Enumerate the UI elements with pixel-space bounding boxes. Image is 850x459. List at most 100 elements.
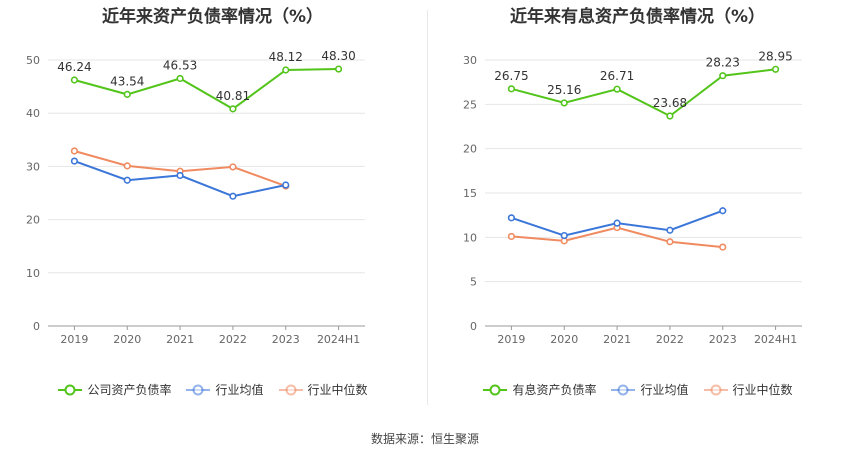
- data-point: [123, 90, 131, 98]
- legend-line-marker-icon: [703, 384, 728, 395]
- y-tick-label: 5: [470, 276, 477, 289]
- data-label: 28.95: [758, 49, 792, 63]
- y-tick-label: 20: [26, 214, 40, 227]
- legend-label: 行业中位数: [732, 383, 793, 397]
- data-point: [613, 85, 621, 93]
- legend-item[interactable]: 行业中位数: [278, 381, 368, 398]
- left-chart-plot: 0 10 20 30 40 50 2019 2020 2021 2022 2023 2024H1 46.…: [26, 49, 365, 346]
- legend-label: 行业均值: [215, 383, 264, 397]
- legend-line-marker-icon: [611, 384, 636, 395]
- legend-marker: [489, 384, 501, 395]
- data-point: [507, 232, 516, 241]
- data-point: [123, 176, 131, 184]
- data-label: 25.16: [547, 83, 581, 97]
- data-label: 40.81: [216, 89, 250, 103]
- y-tick-label: 0: [33, 320, 40, 333]
- data-point: [229, 192, 237, 200]
- data-point: [229, 105, 237, 113]
- x-tick-label: 2021: [166, 333, 194, 346]
- data-point: [282, 66, 290, 74]
- data-label: 43.54: [110, 74, 144, 88]
- legend-line-marker-icon: [483, 384, 508, 395]
- data-point: [229, 163, 237, 171]
- data-point: [666, 112, 674, 120]
- legend-line-marker-icon: [278, 384, 303, 395]
- right-chart-panel: 近年来有息资产负债率情况（%） 0 5 10 15 20 25 30 2019 2020 2021…: [425, 0, 850, 420]
- legend-item[interactable]: 行业中位数: [703, 381, 793, 398]
- data-point: [123, 162, 131, 170]
- legend-item[interactable]: 公司资产负债率: [57, 381, 171, 398]
- data-point: [719, 243, 727, 251]
- legend-line-marker-icon: [58, 384, 83, 395]
- legend-item[interactable]: 行业均值: [610, 381, 689, 398]
- right-chart-title: 近年来有息资产负债率情况（%）: [509, 7, 766, 27]
- y-tick-label: 50: [26, 54, 40, 67]
- y-tick-label: 10: [26, 267, 40, 280]
- data-point: [507, 214, 516, 222]
- y-tick-label: 25: [463, 98, 477, 111]
- series-line: [511, 68, 776, 118]
- data-point: [176, 74, 184, 83]
- data-point: [771, 65, 780, 73]
- right-chart-plot: 0 5 10 15 20 25 30 2019 2020 2021 2022 2023 2024H1 26…: [463, 49, 802, 346]
- y-tick-label: 30: [463, 54, 477, 67]
- data-point: [613, 219, 621, 227]
- x-tick-label: 2023: [272, 333, 300, 346]
- right-chart-legend: 有息资产负债率 行业均值 行业中位数: [425, 381, 850, 398]
- legend-line-marker-icon: [186, 384, 211, 395]
- x-tick-label: 2021: [603, 333, 631, 346]
- legend-marker: [192, 384, 204, 395]
- legend-label: 公司资产负债率: [87, 383, 172, 397]
- data-point: [719, 207, 727, 215]
- data-point: [719, 72, 727, 80]
- y-tick-label: 10: [463, 231, 477, 244]
- legend-item[interactable]: 有息资产负债率: [482, 381, 596, 398]
- legend-label: 行业均值: [640, 383, 689, 397]
- left-chart-panel: 近年来资产负债率情况（%） 0 10 20 30 40 50 2019 2020 2021 202…: [0, 0, 425, 420]
- data-label: 23.68: [653, 96, 687, 110]
- data-label: 48.30: [321, 49, 355, 63]
- x-tick-label: 2020: [550, 333, 578, 346]
- panel-divider: [427, 10, 428, 405]
- x-tick-label: 2020: [113, 333, 141, 346]
- legend-marker: [64, 384, 76, 395]
- data-label: 48.12: [269, 50, 303, 64]
- x-tick-label: 2022: [656, 333, 684, 346]
- data-label: 26.71: [600, 69, 634, 83]
- legend-marker: [285, 384, 296, 395]
- data-label: 46.24: [57, 60, 91, 74]
- data-point: [70, 76, 79, 84]
- x-tick-label: 2024H1: [754, 333, 797, 346]
- data-source-note: 数据来源：恒生聚源: [370, 432, 479, 446]
- x-tick-label: 2023: [709, 333, 737, 346]
- x-tick-label: 2024H1: [317, 333, 360, 346]
- x-tick-label: 2019: [497, 333, 525, 346]
- data-label: 28.23: [706, 56, 740, 70]
- legend-item[interactable]: 行业均值: [185, 381, 264, 398]
- y-tick-label: 40: [26, 107, 40, 120]
- data-point: [666, 226, 674, 234]
- legend-label: 有息资产负债率: [512, 383, 597, 397]
- left-chart-legend: 公司资产负债率 行业均值 行业中位数: [0, 381, 425, 398]
- data-point: [560, 99, 568, 107]
- data-point: [334, 65, 343, 73]
- y-tick-label: 15: [463, 187, 477, 200]
- data-point: [70, 147, 79, 155]
- data-label: 26.75: [494, 69, 528, 83]
- legend-marker: [617, 384, 629, 395]
- y-tick-label: 20: [463, 143, 477, 156]
- data-point: [176, 171, 184, 180]
- data-label: 46.53: [163, 58, 197, 72]
- y-tick-label: 0: [470, 320, 477, 333]
- data-point: [70, 157, 79, 165]
- series-line: [74, 68, 339, 111]
- data-point: [507, 85, 516, 93]
- data-point: [282, 181, 290, 189]
- y-tick-label: 30: [26, 160, 40, 173]
- legend-marker: [710, 384, 721, 395]
- left-chart-title: 近年来资产负债率情况（%）: [101, 7, 324, 27]
- x-tick-label: 2022: [219, 333, 247, 346]
- data-point: [666, 238, 674, 246]
- x-tick-label: 2019: [60, 333, 88, 346]
- data-point: [560, 231, 568, 240]
